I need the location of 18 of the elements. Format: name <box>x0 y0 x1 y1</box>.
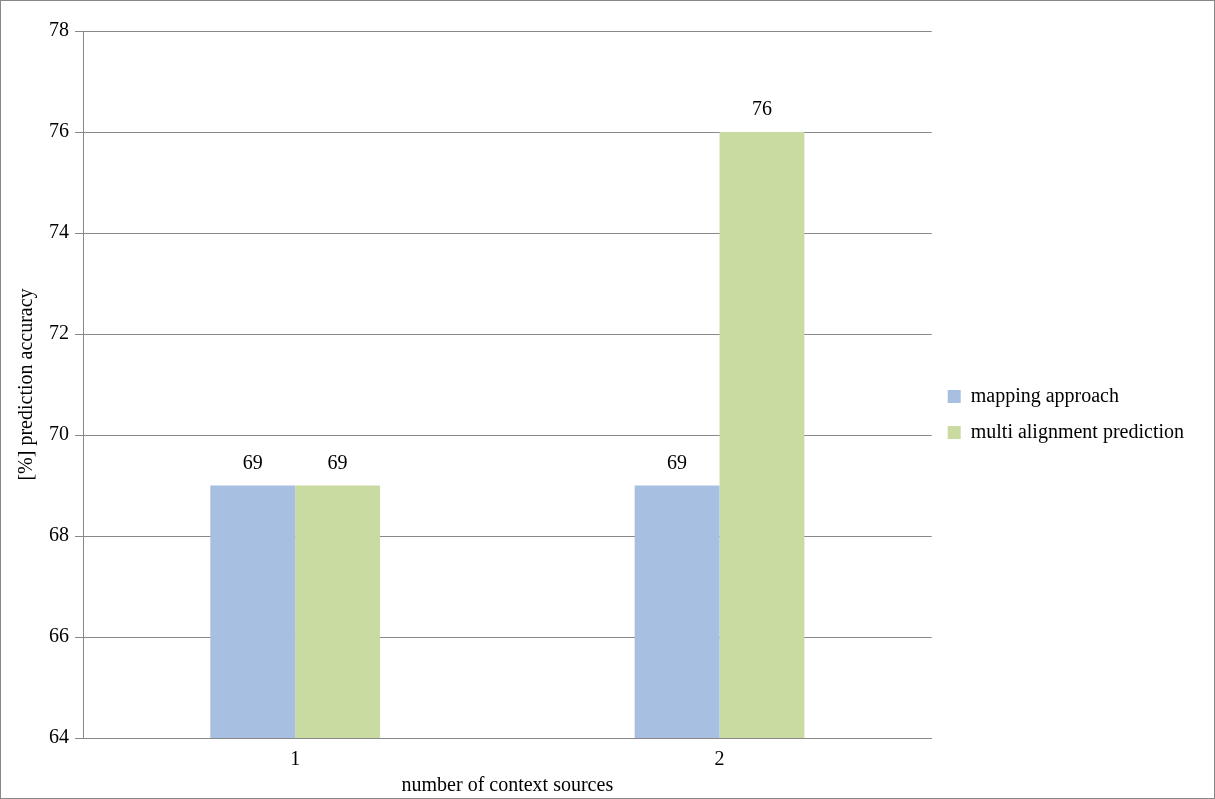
y-tick-label: 76 <box>49 119 69 142</box>
y-tick-label: 68 <box>49 523 69 546</box>
y-tick-label: 66 <box>49 624 69 647</box>
legend-label: multi alignment prediction <box>970 419 1185 443</box>
y-tick-label: 72 <box>49 321 69 344</box>
data-label: 69 <box>667 450 688 473</box>
data-label: 76 <box>751 97 772 120</box>
data-label: 69 <box>327 450 348 473</box>
y-tick-label: 74 <box>49 220 69 243</box>
y-tick-label: 78 <box>49 18 69 41</box>
y-tick-label: 70 <box>49 422 69 445</box>
data-label: 69 <box>242 450 263 473</box>
x-tick-label: 2 <box>714 747 725 770</box>
x-axis-title: number of context sources <box>401 773 614 796</box>
y-axis-title: [%] prediction accuracy <box>14 288 38 481</box>
x-tick-label: 1 <box>290 747 301 770</box>
legend-label: mapping approach <box>970 383 1119 407</box>
y-tick-label: 64 <box>49 725 69 748</box>
